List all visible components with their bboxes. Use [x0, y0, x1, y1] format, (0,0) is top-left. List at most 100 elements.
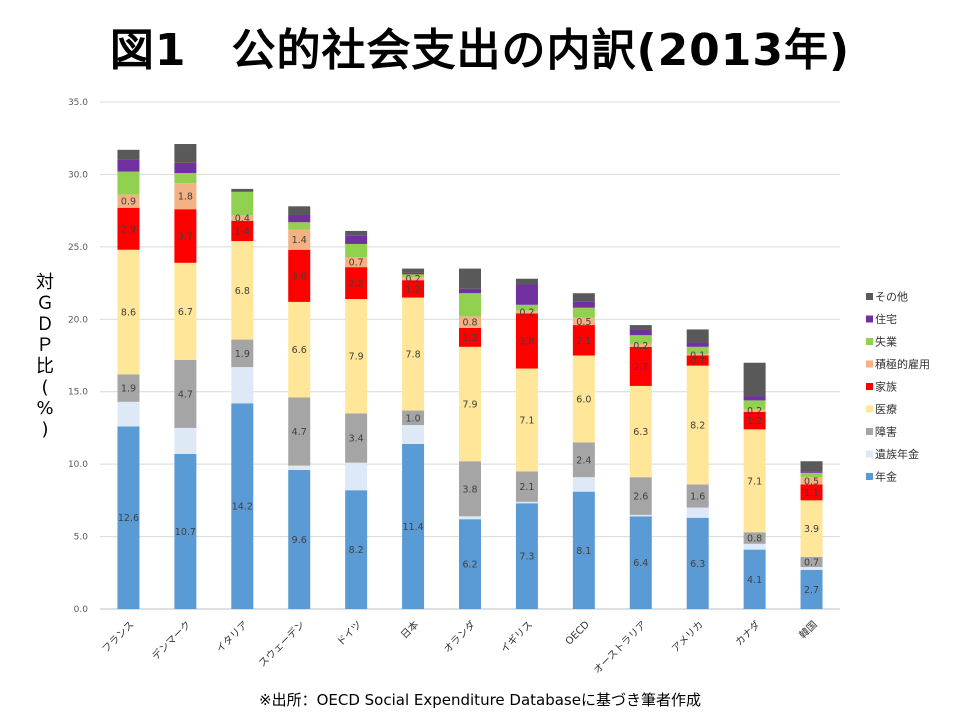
y-axis-label-char: Ｄ	[36, 314, 54, 335]
x-tick-label: 韓国	[797, 619, 820, 642]
data-label: 6.2	[462, 560, 477, 571]
y-axis-label-char: 対	[36, 272, 54, 293]
bar-segment	[686, 346, 709, 355]
data-label: 3.8	[462, 484, 477, 495]
bar-segment	[459, 268, 481, 289]
bar-segment	[345, 490, 368, 609]
bar-segment	[629, 343, 652, 347]
legend-label: 住宅	[875, 312, 897, 326]
x-tick-label: 日本	[398, 618, 421, 641]
data-label: 6.0	[576, 394, 591, 405]
data-label: 3.8	[519, 337, 534, 348]
data-label: 4.7	[178, 389, 193, 400]
bar-segment	[629, 346, 652, 386]
data-label: 1.9	[235, 349, 250, 360]
data-label: 2.9	[121, 224, 136, 235]
bar-segment	[174, 454, 197, 609]
data-label: 2.7	[804, 585, 819, 596]
data-label: 3.4	[349, 434, 364, 445]
legend-label: 障害	[875, 425, 897, 439]
page-title: 図1 公的社会支出の内訳(2013年)	[109, 25, 851, 76]
bar-segment	[288, 229, 311, 250]
data-label: 0.2	[633, 341, 648, 352]
bar-segment	[174, 172, 197, 184]
bar-segment	[800, 461, 823, 472]
bar-segment	[572, 293, 595, 302]
legend-label: 失業	[875, 336, 897, 349]
bar-segment	[686, 484, 709, 508]
x-tick-label: フランス	[100, 619, 137, 656]
legend-swatch	[866, 315, 873, 323]
bar-segment	[629, 325, 652, 330]
bar-segment	[402, 443, 425, 609]
bar-segment	[572, 307, 595, 318]
legend-swatch	[866, 473, 873, 480]
bar-segment	[686, 329, 709, 343]
bar-segment	[288, 469, 311, 609]
data-label: 12.6	[118, 513, 139, 524]
y-axis-label-char: )	[41, 419, 49, 440]
bar-segment	[572, 355, 595, 443]
bar-segment	[459, 519, 481, 609]
data-label: 7.1	[519, 415, 534, 426]
bar-segment	[402, 277, 425, 281]
bar-segment	[572, 442, 595, 478]
legend-label: 積極的雇用	[875, 357, 930, 371]
legend-swatch	[866, 360, 873, 368]
data-label: 0.7	[349, 258, 364, 269]
bar-segment	[345, 230, 368, 236]
data-label: 1.0	[406, 413, 421, 424]
data-label: 1.2	[406, 284, 421, 295]
legend-label: その他	[875, 291, 908, 304]
bar-segment	[345, 462, 368, 491]
bar-segment	[686, 355, 709, 366]
bar-segment	[288, 206, 311, 215]
data-label: 7.8	[406, 350, 421, 361]
x-tick-label: オランダ	[441, 618, 478, 655]
data-label: 8.2	[349, 545, 364, 556]
bar-segment	[515, 278, 538, 285]
bar-segment	[117, 374, 140, 402]
y-axis-ticks: 0.0 5.0 10.0 15.0 20.0 25.0 30.0 35.0	[68, 98, 88, 615]
bar-segment	[288, 301, 311, 398]
data-label: 2.2	[349, 279, 364, 290]
bar-segment	[515, 284, 538, 305]
bar-segment	[231, 339, 254, 368]
data-label: 8.6	[121, 308, 136, 319]
legend-swatch	[866, 450, 873, 458]
source-note: ※出所：OECD Social Expenditure Databaseに基づき…	[259, 691, 701, 709]
x-tick-label: イギリス	[498, 619, 535, 656]
data-label: 1.1	[804, 488, 819, 499]
data-label: 4.7	[292, 427, 307, 438]
bar-segment	[572, 301, 595, 308]
bar-segment	[459, 316, 481, 328]
bar-segment	[174, 209, 197, 263]
bar-segment	[572, 477, 595, 492]
y-tick-label: 25.0	[68, 243, 88, 253]
y-tick-label: 30.0	[68, 170, 88, 180]
data-label: 1.2	[747, 416, 762, 427]
data-label: 1.4	[292, 235, 307, 246]
bar-segment	[117, 194, 140, 208]
bar-segment	[459, 293, 481, 317]
bar-segment	[515, 368, 538, 472]
bar-segment	[402, 272, 425, 275]
bar-segment	[288, 397, 311, 466]
data-label: 6.7	[178, 307, 193, 318]
data-label: 0.1	[690, 350, 705, 361]
data-label: 8.2	[690, 421, 705, 432]
data-label: 1.3	[462, 333, 477, 344]
x-tick-label: OECD	[564, 619, 592, 647]
bar-segment	[515, 501, 538, 504]
data-labels: 12.6 1.9 8.6 2.9 0.9 10.7 4.7 6.7 3.7 1.8 14.2 1.9 6…	[118, 192, 819, 596]
bar-segment	[402, 297, 425, 411]
data-label: 0.2	[406, 274, 421, 285]
bar-segment	[402, 280, 425, 298]
data-label: 3.7	[178, 231, 193, 242]
bar-segment	[629, 516, 652, 609]
bar-segment	[231, 241, 254, 340]
data-label: 6.4	[633, 558, 648, 569]
bar-segment	[629, 329, 652, 336]
y-axis-label: 対 Ｇ Ｄ Ｐ 比(%)	[28, 272, 62, 440]
y-tick-label: 0.0	[74, 605, 89, 615]
